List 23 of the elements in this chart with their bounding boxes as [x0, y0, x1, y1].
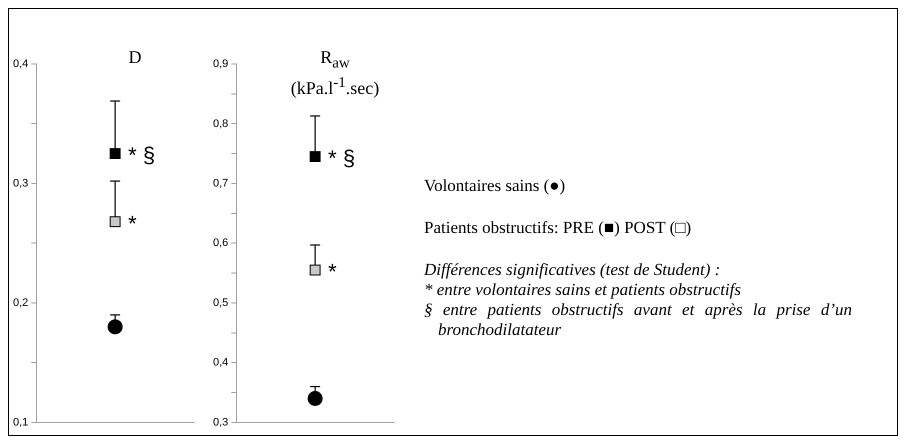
chart-title: D: [128, 47, 142, 67]
text: Différences significatives (test de Student) :: [424, 260, 722, 280]
data-label: * §: [328, 146, 356, 171]
y-tick-label: 0,7: [212, 178, 228, 190]
y-tick-label: 0,8: [212, 118, 228, 130]
y-tick-label: 0,3: [12, 178, 28, 190]
y-tick-label: 0,6: [212, 237, 228, 250]
y-tick-label: 0,3: [212, 416, 228, 428]
data-label: *: [128, 210, 138, 236]
y-tick-label: 0,2: [12, 296, 28, 309]
data-label: * §: [128, 142, 156, 168]
y-tick-label: 0,5: [212, 296, 228, 309]
text: (kPa.l$^{-1}$.sec): [290, 74, 380, 98]
text: § entre patients obstructifs avant et après la prise d’un bronchodilatateur: [424, 300, 852, 340]
y-tick-label: 0,4: [212, 356, 228, 369]
chart-title: R$_{aw}$: [320, 47, 350, 72]
text: Volontaires sains (●): [424, 176, 566, 196]
y-tick-label: 0,1: [12, 416, 28, 428]
y-tick-label: 0,4: [12, 58, 28, 70]
text: Patients obstructifs: PRE (■) POST (□): [424, 218, 692, 238]
data-label: *: [328, 259, 338, 284]
text: * entre volontaires sains et patients obstructifs: [424, 280, 742, 300]
y-tick-label: 0,9: [212, 58, 228, 70]
